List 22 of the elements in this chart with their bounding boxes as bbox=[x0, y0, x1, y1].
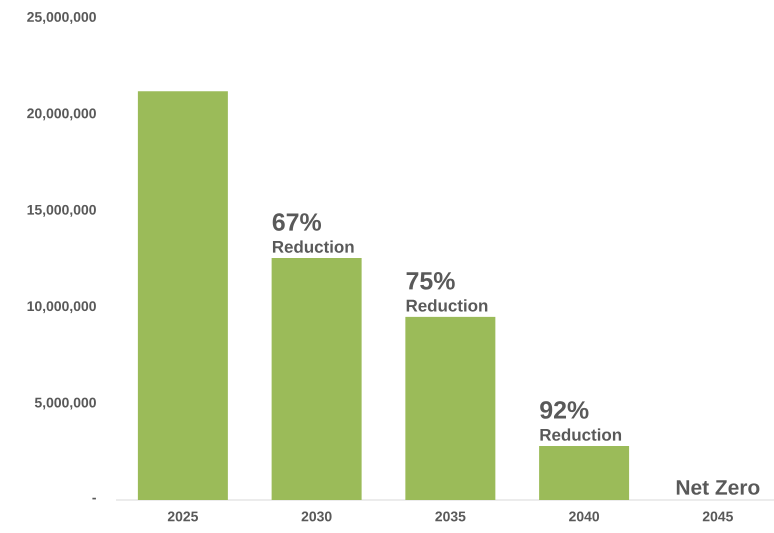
y-tick-label: - bbox=[92, 498, 96, 500]
annotation: Net Zero bbox=[676, 480, 760, 495]
x-tick-label: 2025 bbox=[168, 511, 198, 522]
bar bbox=[272, 258, 362, 500]
annotation: 67% bbox=[272, 213, 321, 231]
y-tick-label: 10,000,000 bbox=[28, 301, 96, 314]
annotation: Reduction bbox=[272, 240, 354, 253]
x-tick-label: 2040 bbox=[569, 511, 600, 522]
y-tick-label: 15,000,000 bbox=[28, 204, 96, 217]
x-tick-label: 2045 bbox=[702, 511, 733, 522]
x-tick-label: 2030 bbox=[302, 511, 332, 522]
x-tick-label: 2035 bbox=[435, 511, 466, 522]
annotation: Reduction bbox=[406, 299, 488, 312]
y-tick-label: 5,000,000 bbox=[34, 398, 96, 410]
annotation: Reduction bbox=[540, 428, 622, 441]
bar bbox=[405, 316, 496, 500]
bar bbox=[539, 446, 630, 500]
bar bbox=[138, 91, 228, 500]
y-tick-label: 20,000,000 bbox=[27, 108, 96, 120]
annotation: 75% bbox=[406, 272, 455, 290]
annotation: 92% bbox=[540, 401, 588, 419]
y-tick-label: 25,000,000 bbox=[27, 12, 96, 24]
